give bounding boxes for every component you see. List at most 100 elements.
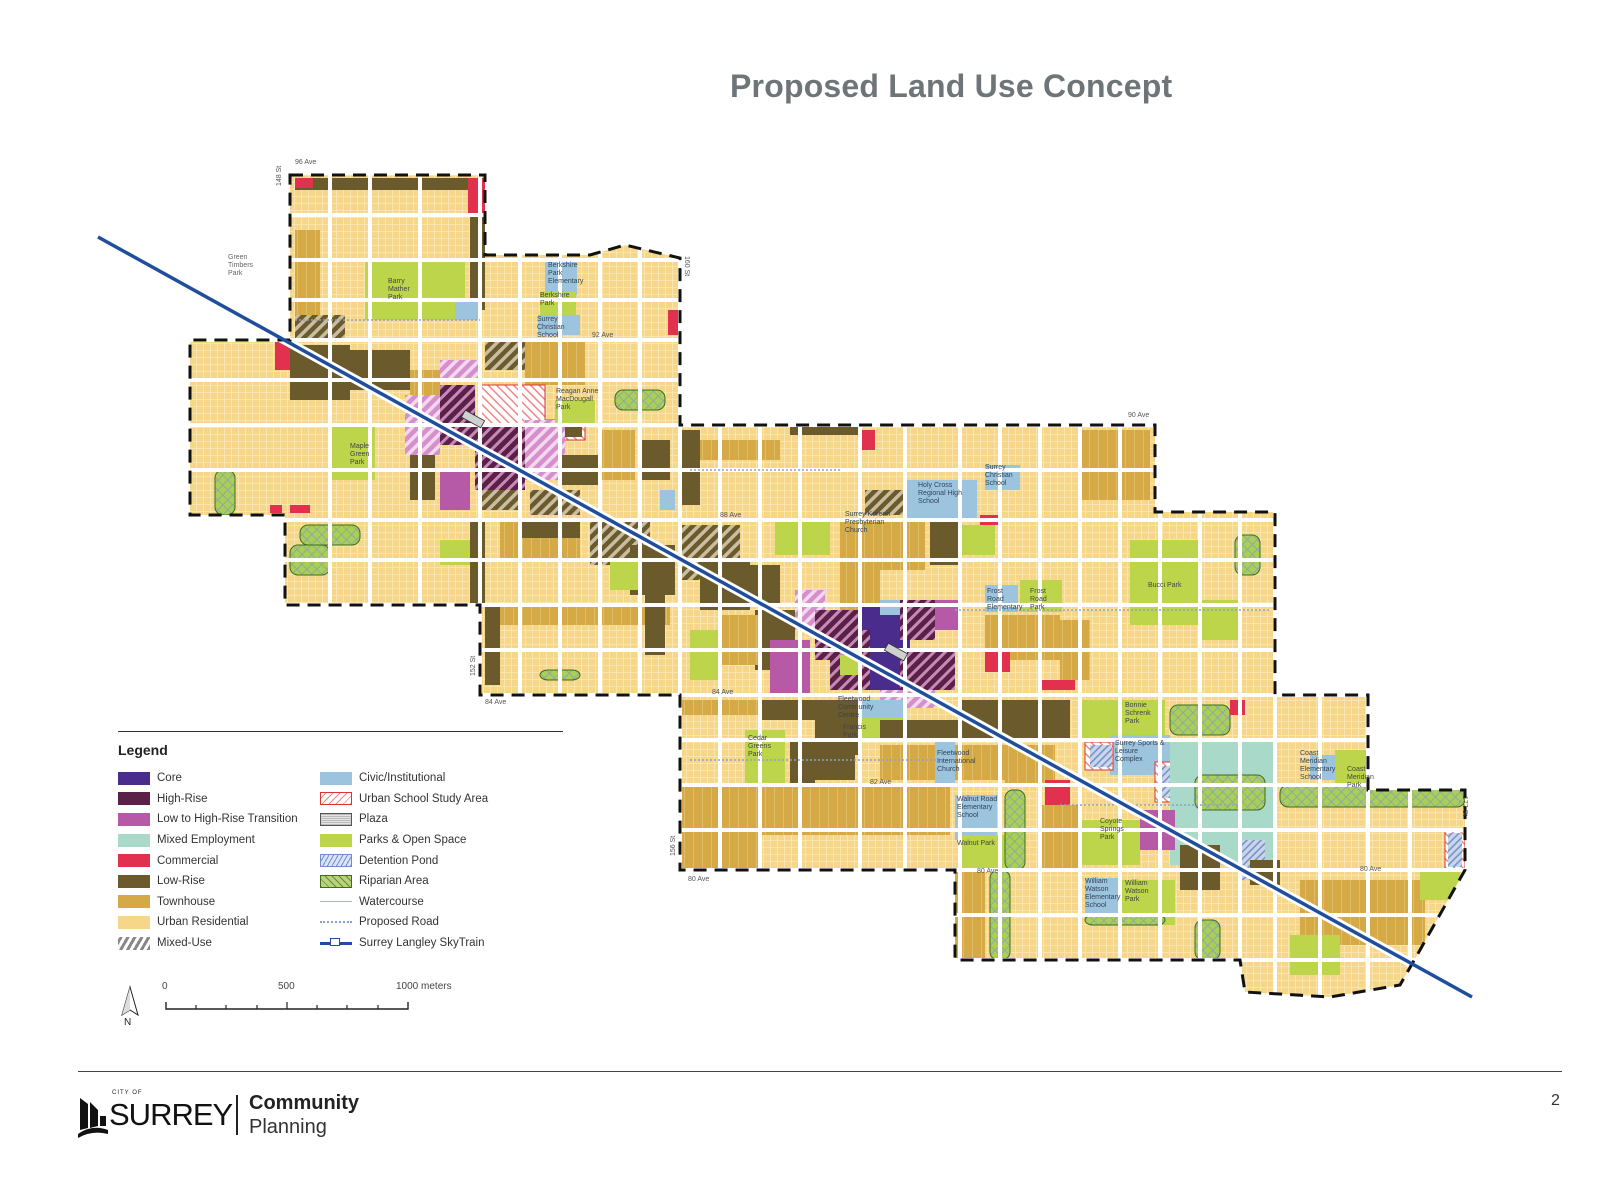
legend-column-left: Core High-Rise Low to High-Rise Transition… <box>118 768 298 953</box>
riparian-area-zone <box>214 469 236 516</box>
park-zone <box>610 560 640 590</box>
commercial-zone <box>295 178 313 188</box>
department-name-line1: Community <box>249 1092 359 1114</box>
civic-swatch <box>320 771 352 785</box>
civic-institutional-zone <box>880 600 900 615</box>
low-rise-zone <box>470 215 485 310</box>
park-zone <box>690 630 720 680</box>
legend-label: Civic/Institutional <box>359 772 446 785</box>
commercial-zone <box>270 505 282 513</box>
page-number: 2 <box>1551 1092 1560 1109</box>
detention-pond-zone <box>1090 745 1112 767</box>
low-rise-zone <box>680 430 700 505</box>
scale-tick-1000: 1000 meters <box>396 981 452 992</box>
detention-pond-zone <box>1448 833 1462 867</box>
legend-item-high-rise: High-Rise <box>118 789 298 810</box>
low-rise-zone <box>790 740 815 785</box>
legend-label: Core <box>157 772 182 785</box>
legend-title: Legend <box>118 742 168 758</box>
townhouse-zone <box>720 615 760 665</box>
park-zone <box>1420 870 1460 900</box>
riparian-swatch <box>320 874 352 888</box>
civic-institutional-zone <box>1085 878 1120 918</box>
legend-item-core: Core <box>118 768 298 789</box>
low-rise-zone <box>760 700 815 720</box>
low-rise-zone <box>485 605 500 685</box>
park-zone <box>960 835 1010 870</box>
legend-label: Watercourse <box>359 895 424 908</box>
low-rise-zone <box>410 455 435 500</box>
transition-swatch <box>118 812 150 826</box>
legend-item-school-study: Urban School Study Area <box>320 789 488 810</box>
legend-item-mixed-use: Mixed-Use <box>118 933 298 954</box>
legend-label: Low to High-Rise Transition <box>157 813 298 826</box>
low-rise-zone <box>880 720 960 740</box>
park-zone <box>1290 935 1340 975</box>
surrey-skyline-icon <box>78 1098 108 1138</box>
north-label: N <box>124 1017 132 1028</box>
low-rise-zone <box>520 520 580 538</box>
legend-label: Urban School Study Area <box>359 792 489 805</box>
legend-item-townhouse: Townhouse <box>118 892 298 913</box>
commercial-zone <box>985 652 1010 672</box>
legend-item-watercourse: Watercourse <box>320 892 488 913</box>
townhouse-zone <box>1040 805 1080 870</box>
legend-item-plaza: Plaza <box>320 809 488 830</box>
legend-label: Urban Residential <box>157 916 249 929</box>
commercial-zone <box>1040 680 1075 690</box>
legend-label: High-Rise <box>157 792 208 805</box>
low-rise-zone <box>790 425 860 435</box>
legend-label: Surrey Langley SkyTrain <box>359 937 485 950</box>
townhouse-zone <box>880 745 935 780</box>
low-rise-zone <box>640 440 670 480</box>
legend-item-skytrain: Surrey Langley SkyTrain <box>320 933 488 954</box>
commercial-zone <box>668 310 680 335</box>
mixed-use-swatch <box>118 936 150 950</box>
legend-label: Commercial <box>157 854 219 867</box>
commercial-zone <box>860 430 875 450</box>
legend-label: Proposed Road <box>359 916 439 929</box>
mixed-use-zone <box>295 315 345 340</box>
legend-divider <box>118 731 563 732</box>
civic-institutional-zone <box>1310 755 1335 780</box>
page-title: Proposed Land Use Concept <box>730 68 1173 104</box>
logo-surrey: SURREY <box>109 1097 233 1132</box>
high-rise-swatch <box>118 792 150 806</box>
legend-label: Riparian Area <box>359 875 429 888</box>
city-of-surrey-logo: CITY OF SURREY <box>78 1090 233 1140</box>
legend-label: Mixed Employment <box>157 834 255 847</box>
legend-item-transition: Low to High-Rise Transition <box>118 809 298 830</box>
skytrain-line <box>97 235 1473 999</box>
skytrain-station-icon <box>330 937 340 946</box>
plaza-swatch <box>320 812 352 826</box>
skytrain-swatch <box>320 937 352 946</box>
pond-swatch <box>320 854 352 868</box>
low-rise-zone <box>295 178 485 190</box>
park-zone <box>1130 540 1200 625</box>
civic-institutional-zone <box>660 490 675 510</box>
legend-item-mixed-employment: Mixed Employment <box>118 830 298 851</box>
townhouse-zone <box>500 605 670 625</box>
park-zone <box>960 525 995 555</box>
legend-item-park: Parks & Open Space <box>320 830 488 851</box>
legend-item-civic: Civic/Institutional <box>320 768 488 789</box>
townhouse-zone <box>525 340 585 385</box>
north-arrow-icon <box>121 985 139 1017</box>
legend-label: Parks & Open Space <box>359 834 467 847</box>
park-swatch <box>320 833 352 847</box>
townhouse-zone <box>700 440 780 460</box>
civic-institutional-zone <box>935 740 955 785</box>
legend-item-proposed-road: Proposed Road <box>320 912 488 933</box>
footer-divider <box>78 1071 1562 1072</box>
mixed-use-zone <box>480 490 520 510</box>
department-name-line2: Planning <box>249 1116 327 1138</box>
legend-label: Townhouse <box>157 895 216 908</box>
urban-school-study-area-zone <box>479 384 546 426</box>
land-use-map[interactable] <box>0 0 1600 1060</box>
low-rise-zone <box>470 520 485 605</box>
commercial-zone <box>275 340 290 370</box>
transition-zone <box>440 470 470 510</box>
transition-zone <box>440 360 480 380</box>
low-rise-zone <box>645 595 665 655</box>
commercial-zone <box>468 178 485 213</box>
